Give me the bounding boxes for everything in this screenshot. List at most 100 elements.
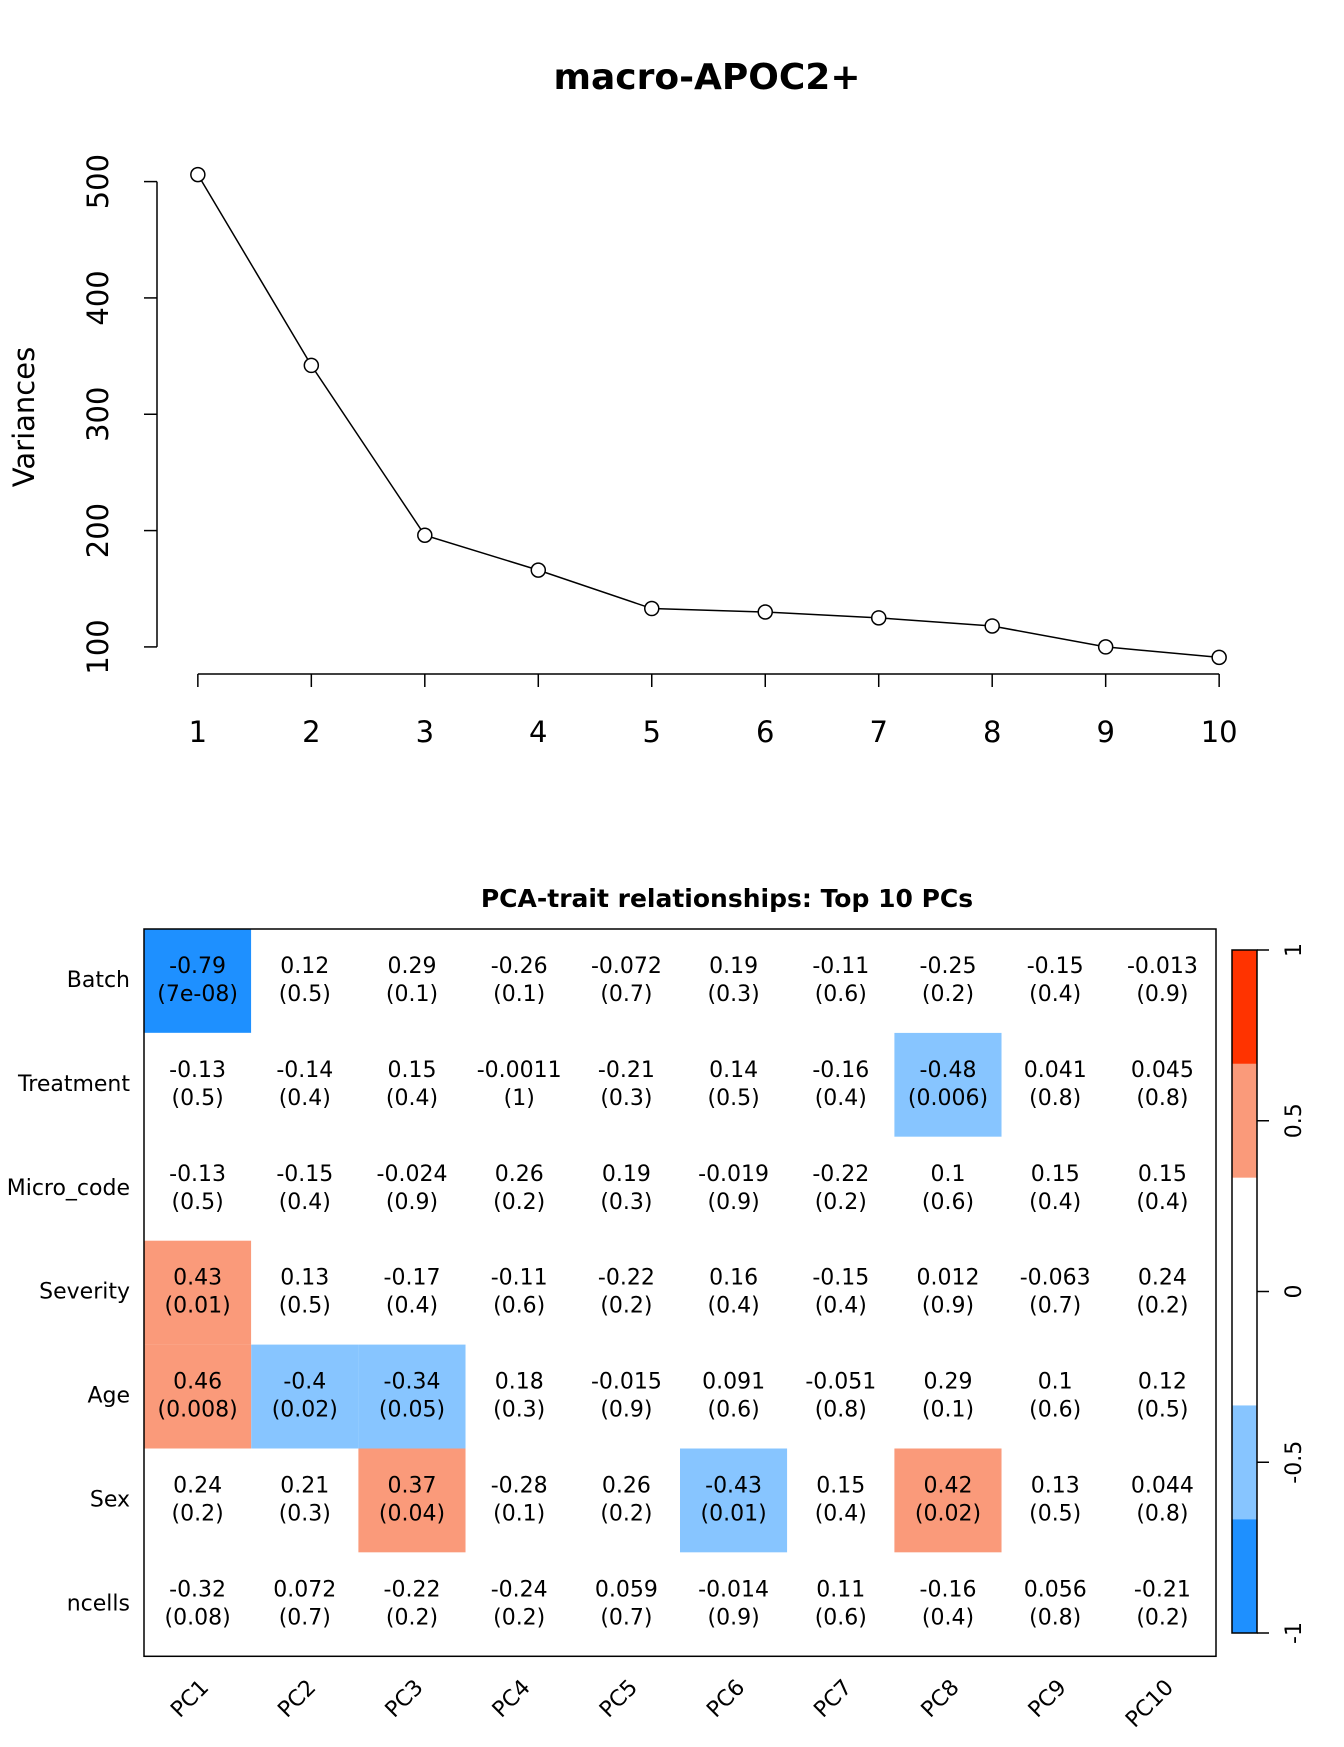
heatmap-cell (144, 1448, 252, 1553)
cell-pvalue: (0.8) (1136, 1501, 1188, 1526)
cell-value: -0.0011 (477, 1058, 562, 1083)
row-label: Sex (90, 1487, 130, 1512)
cell-value: -0.051 (805, 1370, 876, 1395)
cell-pvalue: (0.4) (815, 1086, 867, 1111)
cell-value: 0.11 (816, 1577, 865, 1602)
heatmap-cell (787, 1136, 895, 1241)
heatmap-cell (680, 1032, 788, 1137)
cell-pvalue: (0.6) (708, 1398, 760, 1423)
heatmap-title: PCA-trait relationships: Top 10 PCs (481, 884, 973, 913)
cell-value: 0.19 (602, 1162, 651, 1187)
y-tick-label: 100 (81, 619, 115, 674)
cell-value: -0.16 (920, 1577, 977, 1602)
colorbar-tick-label: -1 (1282, 1622, 1307, 1644)
cell-pvalue: (0.7) (1029, 1294, 1081, 1319)
heatmap-cell (1001, 1032, 1109, 1137)
cell-pvalue: (0.2) (493, 1190, 545, 1215)
y-tick-label: 500 (81, 154, 115, 209)
x-tick-label: 5 (643, 715, 661, 749)
cell-value: -0.015 (591, 1370, 662, 1395)
cell-pvalue: (0.2) (1136, 1605, 1188, 1630)
cell-value: 0.044 (1131, 1473, 1194, 1498)
heatmap-cell (465, 1032, 573, 1137)
cell-value: 0.18 (495, 1370, 544, 1395)
cell-pvalue: (0.9) (708, 1605, 760, 1630)
heatmap-cell (572, 1344, 680, 1449)
heatmap-cell (144, 1344, 252, 1449)
cell-value: 0.15 (1031, 1162, 1080, 1187)
cell-value: -0.34 (384, 1370, 441, 1395)
cell-pvalue: (0.1) (922, 1398, 974, 1423)
cell-value: -0.28 (491, 1473, 548, 1498)
colorbar-segment (1232, 1291, 1257, 1406)
x-tick-label: 2 (302, 715, 320, 749)
heatmap-cell (894, 1344, 1002, 1449)
cell-value: 0.15 (388, 1058, 437, 1083)
cell-pvalue: (0.4) (386, 1086, 438, 1111)
heatmap-cell (572, 929, 680, 1033)
cell-value: -0.013 (1127, 954, 1198, 979)
cell-pvalue: (0.9) (1136, 982, 1188, 1007)
column-label: PC7 (809, 1675, 857, 1723)
heatmap-cell (465, 1240, 573, 1345)
column-label: PC6 (702, 1675, 750, 1723)
cell-pvalue: (0.3) (708, 982, 760, 1007)
cell-value: 0.43 (173, 1266, 222, 1291)
cell-pvalue: (0.1) (386, 982, 438, 1007)
cell-value: 0.1 (931, 1162, 966, 1187)
cell-value: -0.79 (169, 954, 226, 979)
cell-value: 0.37 (388, 1473, 437, 1498)
heatmap-cell (251, 1032, 359, 1137)
cell-value: 0.012 (917, 1266, 980, 1291)
cell-value: 0.26 (602, 1473, 651, 1498)
heatmap-cell (787, 1240, 895, 1345)
cell-value: 0.072 (273, 1577, 336, 1602)
cell-pvalue: (0.8) (815, 1398, 867, 1423)
colorbar-tick-label: -0.5 (1282, 1441, 1307, 1484)
cell-pvalue: (0.3) (600, 1086, 652, 1111)
cell-pvalue: (0.4) (1136, 1190, 1188, 1215)
cell-pvalue: (0.1) (493, 982, 545, 1007)
x-tick-label: 1 (189, 715, 207, 749)
heatmap-cell (144, 1136, 252, 1241)
heatmap-cell (680, 1552, 788, 1657)
heatmap-cell (680, 1136, 788, 1241)
x-tick-label: 10 (1201, 715, 1238, 749)
heatmap-cell (894, 1552, 1002, 1657)
cell-pvalue: (0.8) (1136, 1086, 1188, 1111)
column-label: PC2 (273, 1675, 321, 1723)
x-tick-label: 6 (756, 715, 774, 749)
cell-pvalue: (0.3) (279, 1501, 331, 1526)
heatmap-cell (251, 1448, 359, 1553)
cell-value: 0.21 (280, 1473, 329, 1498)
x-tick-label: 7 (869, 715, 887, 749)
cell-pvalue: (0.2) (493, 1605, 545, 1630)
heatmap-cell (680, 1448, 788, 1553)
cell-value: -0.22 (598, 1266, 655, 1291)
colorbar-segment (1232, 1063, 1257, 1178)
cell-pvalue: (0.2) (922, 982, 974, 1007)
cell-pvalue: (0.2) (1136, 1294, 1188, 1319)
heatmap-cell (1108, 1240, 1216, 1345)
y-axis-label: Variances (7, 347, 41, 487)
cell-value: 0.091 (702, 1370, 765, 1395)
cell-value: 0.29 (388, 954, 437, 979)
cell-pvalue: (0.4) (386, 1294, 438, 1319)
heatmap-cell (1108, 1136, 1216, 1241)
row-label: Severity (39, 1280, 130, 1305)
cell-pvalue: (0.6) (815, 982, 867, 1007)
point (1211, 649, 1227, 666)
heatmap-cell (572, 1032, 680, 1137)
cell-value: -0.13 (169, 1058, 226, 1083)
cell-pvalue: (0.7) (279, 1605, 331, 1630)
cell-pvalue: (0.2) (600, 1501, 652, 1526)
cell-value: -0.22 (812, 1162, 869, 1187)
cell-value: 0.1 (1038, 1370, 1073, 1395)
heatmap-cell (1108, 1448, 1216, 1553)
heatmap-cell (1108, 929, 1216, 1033)
y-tick-label: 400 (81, 270, 115, 325)
cell-pvalue: (0.6) (922, 1190, 974, 1215)
heatmap-cell (358, 1344, 466, 1449)
heatmap-cell (787, 1032, 895, 1137)
heatmap-cell (787, 1448, 895, 1553)
